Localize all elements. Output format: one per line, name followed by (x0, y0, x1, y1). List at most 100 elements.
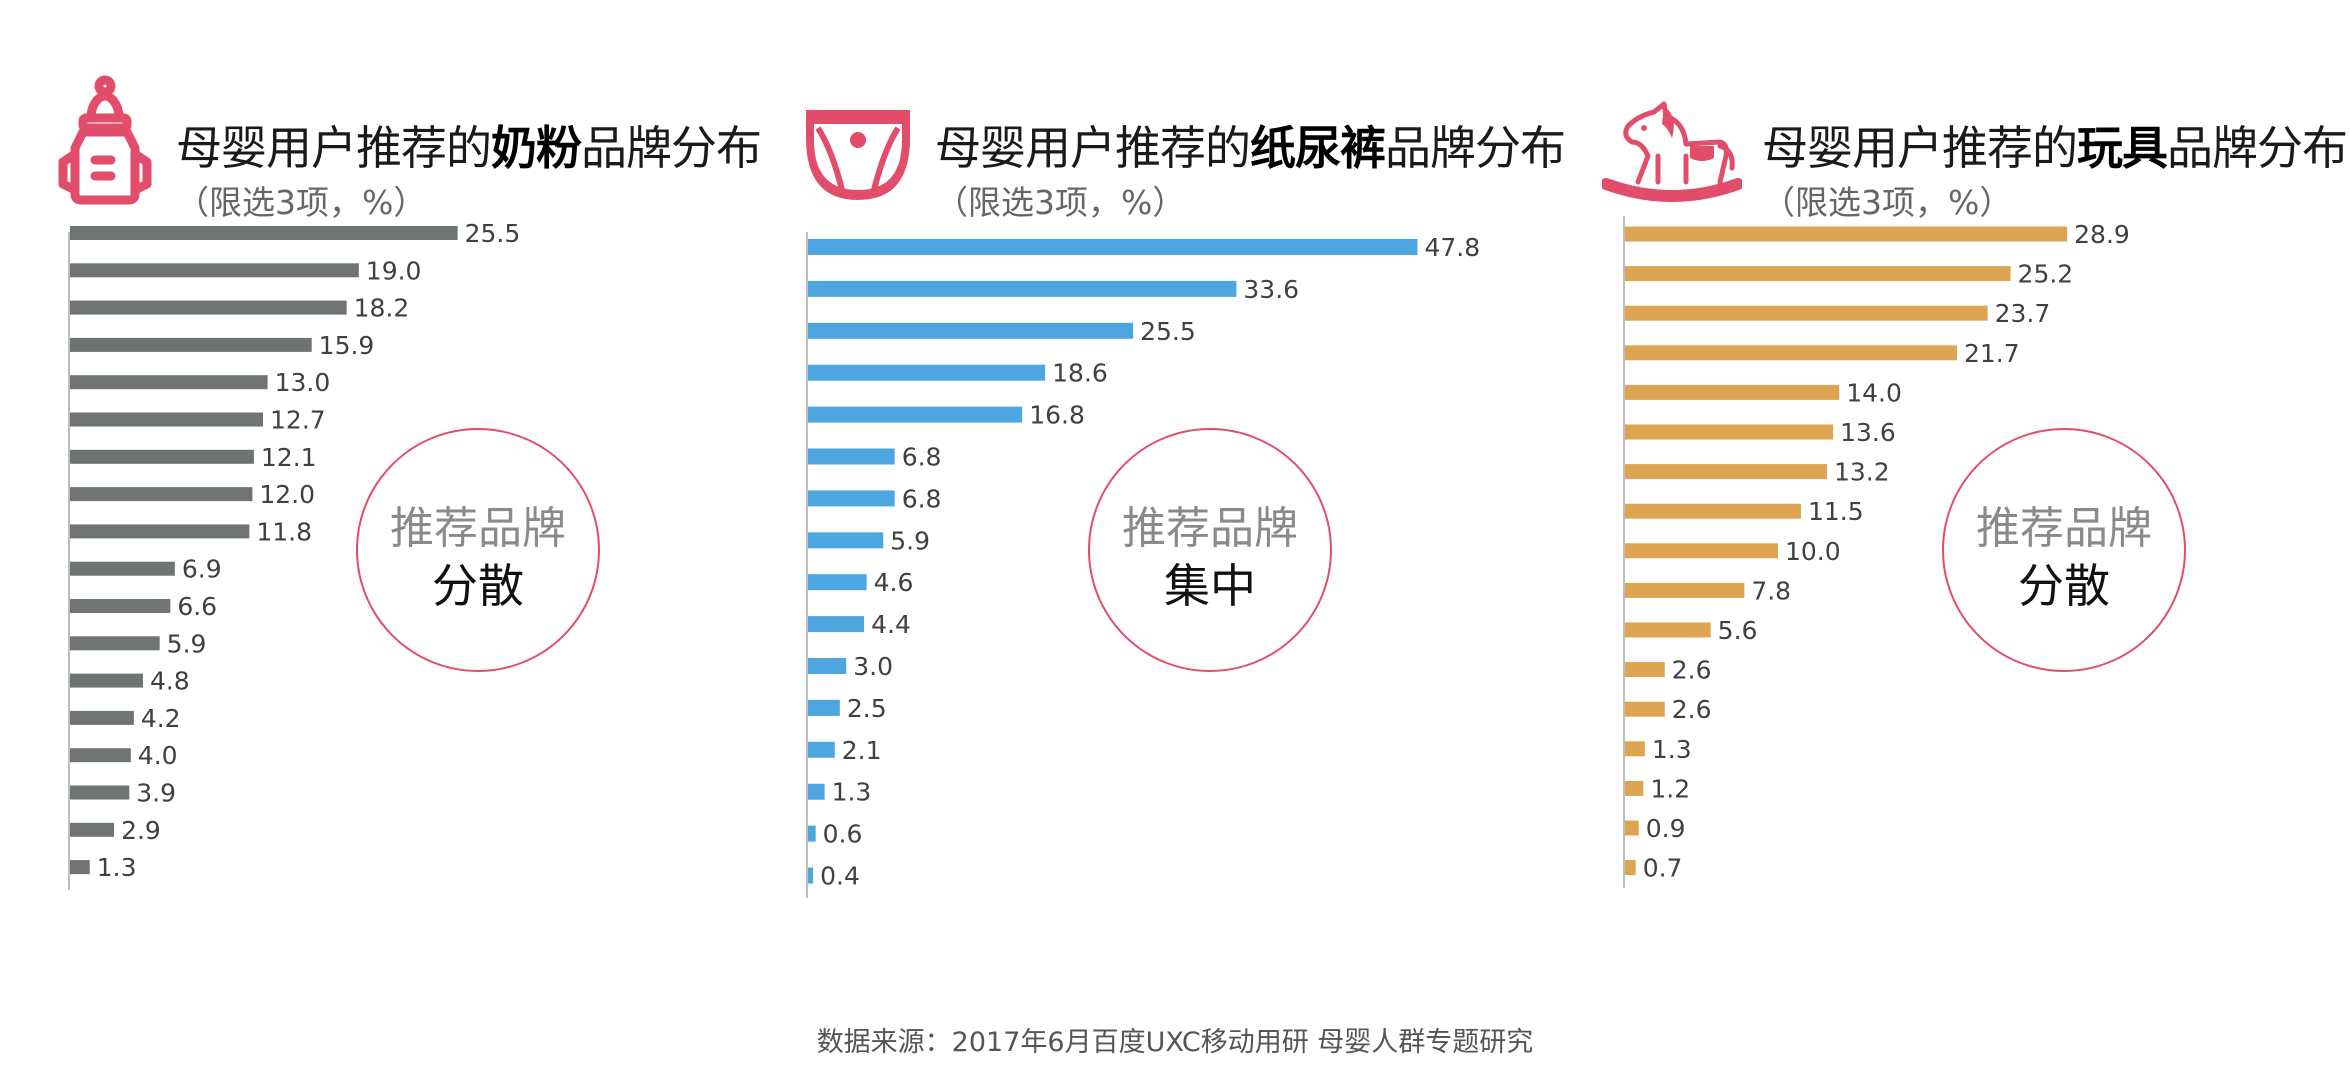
bar-value-label: 2.6 (1672, 656, 1712, 685)
bar-value-label: 13.0 (275, 368, 331, 397)
panel-subtitle: （限选3项，%） (1762, 183, 2013, 222)
chart-panel-formula: 母婴用户推荐的奶粉品牌分布 （限选3项，%） 25.5 19.0 18.2 15.9 1… (0, 0, 790, 960)
bar (70, 337, 312, 352)
bar (70, 785, 130, 800)
bar-value-label: 25.5 (1140, 317, 1196, 346)
bar-value-label: 6.6 (177, 592, 217, 621)
panel-subtitle: （限选3项，%） (935, 183, 1186, 222)
bar-value-label: 18.6 (1052, 359, 1108, 388)
bar (1625, 701, 1665, 717)
insight-badge: 推荐品牌 集中 (1088, 428, 1332, 672)
bar (70, 300, 347, 315)
bar-value-label: 0.4 (820, 862, 860, 891)
bar (70, 673, 143, 688)
bar-value-label: 5.9 (890, 526, 930, 555)
bar (70, 599, 171, 613)
rocking-horse-icon (1602, 101, 1742, 202)
bar-value-label: 33.6 (1243, 275, 1299, 304)
bar (70, 636, 160, 651)
bar-value-label: 12.0 (259, 480, 315, 509)
bar-value-label: 1.3 (1652, 735, 1692, 764)
bar (70, 487, 253, 502)
bar (1625, 741, 1645, 757)
bar-value-label: 11.8 (256, 517, 312, 546)
bar (808, 699, 840, 716)
bar-value-label: 47.8 (1424, 233, 1480, 262)
bar-value-label: 21.7 (1964, 339, 2020, 368)
bar-value-label: 10.0 (1785, 537, 1841, 566)
bar-value-label: 4.8 (150, 667, 190, 696)
bar-value-label: 3.9 (136, 779, 176, 808)
bar (70, 226, 458, 240)
bar (1625, 226, 2068, 242)
bar (808, 616, 865, 633)
bar-value-label: 2.9 (121, 816, 161, 845)
bar-value-label: 13.6 (1840, 418, 1896, 447)
bar-chart-diapers: 47.8 33.6 25.5 18.6 16.8 6.8 6.8 5.9 4.6 4.4 3.0 2.… (806, 232, 1480, 898)
bar-value-label: 5.9 (167, 629, 207, 658)
panel-title: 母婴用户推荐的玩具品牌分布 (1762, 121, 2348, 175)
bar-value-label: 4.0 (138, 741, 178, 770)
diaper-icon (806, 110, 910, 200)
bar-value-label: 6.8 (902, 443, 942, 472)
bar (70, 860, 90, 875)
bar (808, 741, 835, 758)
bar-value-label: 23.7 (1995, 299, 2051, 328)
bar (1625, 543, 1778, 559)
bar-value-label: 0.9 (1646, 814, 1686, 843)
bar (1625, 384, 1840, 400)
bar (70, 748, 131, 763)
badge-line1: 推荐品牌 (390, 503, 566, 554)
bar-value-label: 16.8 (1029, 401, 1085, 430)
bar (1625, 860, 1636, 876)
bar-value-label: 4.4 (871, 610, 911, 639)
bar (70, 561, 175, 576)
bar-chart-toys: 28.925.2 23.7 21.7 14.0 13.6 13.2 11.5 10.0 7.8 5… (1623, 216, 2130, 888)
bar-value-label: 12.1 (261, 443, 317, 472)
bar (808, 322, 1134, 339)
badge-line1: 推荐品牌 (1122, 503, 1298, 554)
bar (808, 490, 895, 507)
bar (1625, 464, 1827, 480)
bar (808, 783, 825, 800)
bar-value-label: 6.8 (902, 484, 942, 513)
bar-chart-formula: 25.5 19.0 18.2 15.9 13.0 12.7 12.1 12.0 11.8 6.9 6… (68, 219, 520, 890)
bar (808, 364, 1046, 381)
bar (808, 239, 1418, 255)
bar (1625, 266, 2011, 282)
badge-line2: 集中 (1164, 559, 1256, 613)
bar-value-label: 7.8 (1751, 576, 1791, 605)
bar (1625, 345, 1958, 361)
insight-badge: 推荐品牌 分散 (356, 428, 600, 672)
bar (70, 449, 254, 464)
insight-badge: 推荐品牌 分散 (1942, 428, 2186, 672)
bar-value-label: 11.5 (1808, 497, 1864, 526)
bar-value-label: 18.2 (354, 294, 410, 323)
bar-value-label: 2.1 (842, 736, 882, 765)
bar (1625, 424, 1834, 440)
bar-value-label: 4.6 (874, 568, 914, 597)
bar (1625, 780, 1644, 796)
bar-value-label: 1.3 (832, 778, 872, 807)
bar-value-label: 28.9 (2074, 220, 2130, 249)
bar (808, 825, 816, 842)
bar-value-label: 2.5 (847, 694, 887, 723)
badge-line2: 分散 (2018, 559, 2110, 613)
source-note: 数据来源：2017年6月百度UXC移动用研 母婴人群专题研究 (816, 1027, 1534, 1058)
bar (1625, 662, 1665, 678)
bar-value-label: 14.0 (1846, 378, 1902, 407)
bar-value-label: 1.2 (1650, 774, 1690, 803)
bar (70, 375, 268, 390)
bar (1625, 622, 1711, 638)
bar-value-label: 12.7 (270, 406, 326, 435)
badge-line1: 推荐品牌 (1976, 503, 2152, 554)
chart-panel-diapers: 母婴用户推荐的纸尿裤品牌分布 （限选3项，%） 47.8 33.6 25.5 18.6… (790, 0, 1590, 960)
bar (808, 658, 847, 674)
bar-value-label: 0.7 (1643, 854, 1683, 883)
bar (70, 822, 115, 837)
bar (1625, 820, 1639, 836)
bar-value-label: 0.6 (823, 820, 863, 849)
panel-title: 母婴用户推荐的纸尿裤品牌分布 (935, 121, 1566, 175)
bar-value-label: 1.3 (97, 853, 137, 882)
bar-value-label: 25.2 (2018, 260, 2074, 289)
